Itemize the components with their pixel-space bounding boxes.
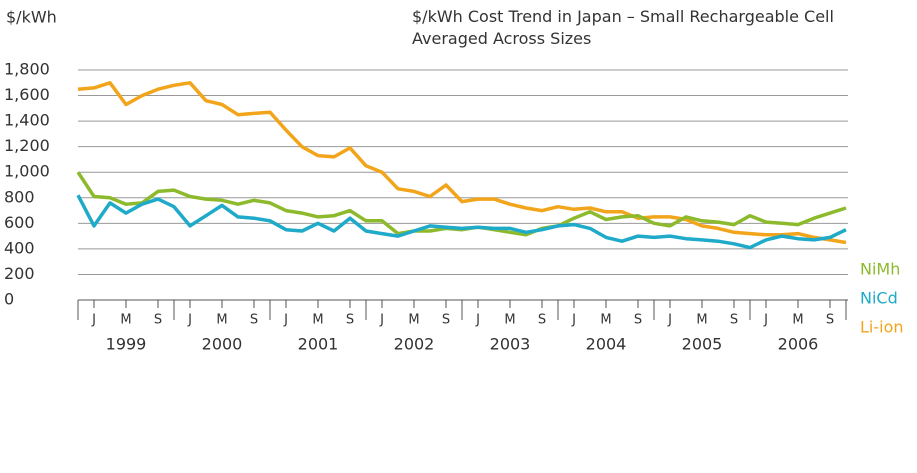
y-tick-label: 1,200	[4, 136, 50, 155]
x-tick-label: S	[154, 313, 162, 328]
x-tick-label: M	[600, 313, 611, 328]
y-tick-label: 400	[4, 238, 35, 257]
y-tick-label: 1,600	[4, 85, 50, 104]
x-tick-label: M	[696, 313, 707, 328]
y-tick-label: 1,800	[4, 60, 50, 79]
x-tick-label: M	[120, 313, 131, 328]
year-label: 2000	[202, 335, 243, 354]
y-tick-label: 1,000	[4, 162, 50, 181]
x-tick-label: J	[283, 313, 288, 328]
y-tick-label: 600	[4, 213, 35, 232]
x-tick-label: S	[730, 313, 738, 328]
y-tick-label: 800	[4, 187, 35, 206]
legend-label: NiCd	[860, 289, 898, 308]
x-tick-label: S	[250, 313, 258, 328]
x-tick-label: S	[538, 313, 546, 328]
x-tick-label: S	[442, 313, 450, 328]
y-tick-label: 1,400	[4, 111, 50, 130]
year-label: 2002	[394, 335, 435, 354]
x-tick-label: J	[91, 313, 96, 328]
year-label: 2005	[682, 335, 723, 354]
x-tick-label: J	[475, 313, 480, 328]
x-tick-label: M	[408, 313, 419, 328]
year-label: 1999	[106, 335, 147, 354]
y-tick-label: 0	[4, 290, 14, 309]
series-line	[76, 194, 847, 250]
year-label: 2003	[490, 335, 531, 354]
x-tick-label: J	[187, 313, 192, 328]
series-line	[77, 81, 847, 245]
legend-label: Li-ion	[860, 318, 904, 337]
x-tick-label: S	[346, 313, 354, 328]
x-tick-label: J	[379, 313, 384, 328]
x-tick-label: M	[216, 313, 227, 328]
y-tick-label: 200	[4, 264, 35, 283]
x-tick-label: J	[763, 313, 768, 328]
x-tick-label: M	[312, 313, 323, 328]
chart-title: $/kWh Cost Trend in Japan – Small Rechar…	[412, 7, 834, 48]
year-label: 2004	[586, 335, 627, 354]
x-tick-label: S	[634, 313, 642, 328]
x-tick-label: M	[504, 313, 515, 328]
x-tick-label: S	[826, 313, 834, 328]
legend-label: NiMh	[860, 260, 900, 279]
x-tick-label: M	[792, 313, 803, 328]
x-tick-label: J	[571, 313, 576, 328]
year-label: 2006	[778, 335, 819, 354]
year-label: 2001	[298, 335, 339, 354]
x-tick-label: J	[667, 313, 672, 328]
y-axis-label: $/kWh	[6, 8, 57, 27]
